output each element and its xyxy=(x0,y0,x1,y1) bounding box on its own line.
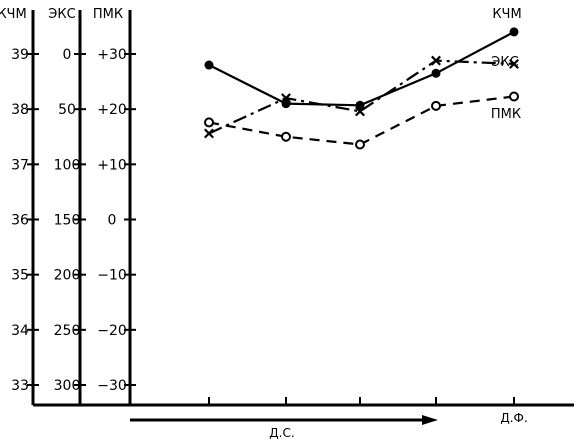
y-tick-label: +20 xyxy=(97,102,127,118)
y-tick-label: 200 xyxy=(54,268,81,284)
y-tick-label: 100 xyxy=(54,157,81,173)
data-point xyxy=(204,117,214,128)
y-tick-label: 39 xyxy=(11,47,29,63)
data-point xyxy=(355,106,365,117)
y-tick-label: −30 xyxy=(97,378,127,394)
y-tick-label: 33 xyxy=(11,378,29,394)
y-tick-label: 0 xyxy=(108,213,117,229)
data-point xyxy=(355,139,365,150)
arrow-label: Д.С. xyxy=(269,426,294,440)
axis-title: ПМК xyxy=(93,7,123,22)
data-point xyxy=(281,93,291,104)
data-point xyxy=(281,131,291,142)
y-tick-label: +30 xyxy=(97,47,127,63)
y-tick-label: 250 xyxy=(54,323,81,339)
data-point xyxy=(509,58,519,69)
series-line xyxy=(208,59,515,135)
x-tick-label: Д.Ф. xyxy=(500,411,527,425)
y-tick-label: 37 xyxy=(11,157,29,173)
axis-title: КЧМ xyxy=(0,7,27,22)
y-tick-label: 150 xyxy=(54,213,81,229)
y-tick-label: 50 xyxy=(58,102,76,118)
data-point xyxy=(509,27,519,37)
data-point xyxy=(431,100,441,111)
data-point xyxy=(355,100,365,110)
series-group: КЧМ ЭКС ПМК xyxy=(204,7,522,150)
series-line xyxy=(208,30,515,107)
series-label: ЭКС xyxy=(491,55,518,70)
data-point xyxy=(509,91,519,102)
y-tick-label: 38 xyxy=(11,102,29,118)
series-line xyxy=(208,95,515,146)
y-tick-label: 300 xyxy=(54,378,81,394)
y-tick-label: 35 xyxy=(11,268,29,284)
y-tick-label: 36 xyxy=(11,213,29,229)
data-point xyxy=(431,68,441,78)
y-tick-label: 0 xyxy=(63,47,72,63)
series-label: ПМК xyxy=(491,107,521,122)
y-tick-label: 34 xyxy=(11,323,29,339)
y-tick-label: −20 xyxy=(97,323,127,339)
series-label: КЧМ xyxy=(492,7,521,22)
y-tick-label: −10 xyxy=(97,268,127,284)
data-point xyxy=(204,128,214,139)
axes: 33 34 35 36 37 38 39 КЧМ 300 250 200 150 100 50 0 ЭКС −3… xyxy=(0,7,136,405)
data-point xyxy=(431,55,441,66)
axis-title: ЭКС xyxy=(48,7,75,22)
y-tick-label: +10 xyxy=(97,157,127,173)
arrow-head-icon xyxy=(422,415,438,425)
x-axis: Д.Ф. Д.С. xyxy=(33,397,574,440)
data-point xyxy=(204,60,214,70)
